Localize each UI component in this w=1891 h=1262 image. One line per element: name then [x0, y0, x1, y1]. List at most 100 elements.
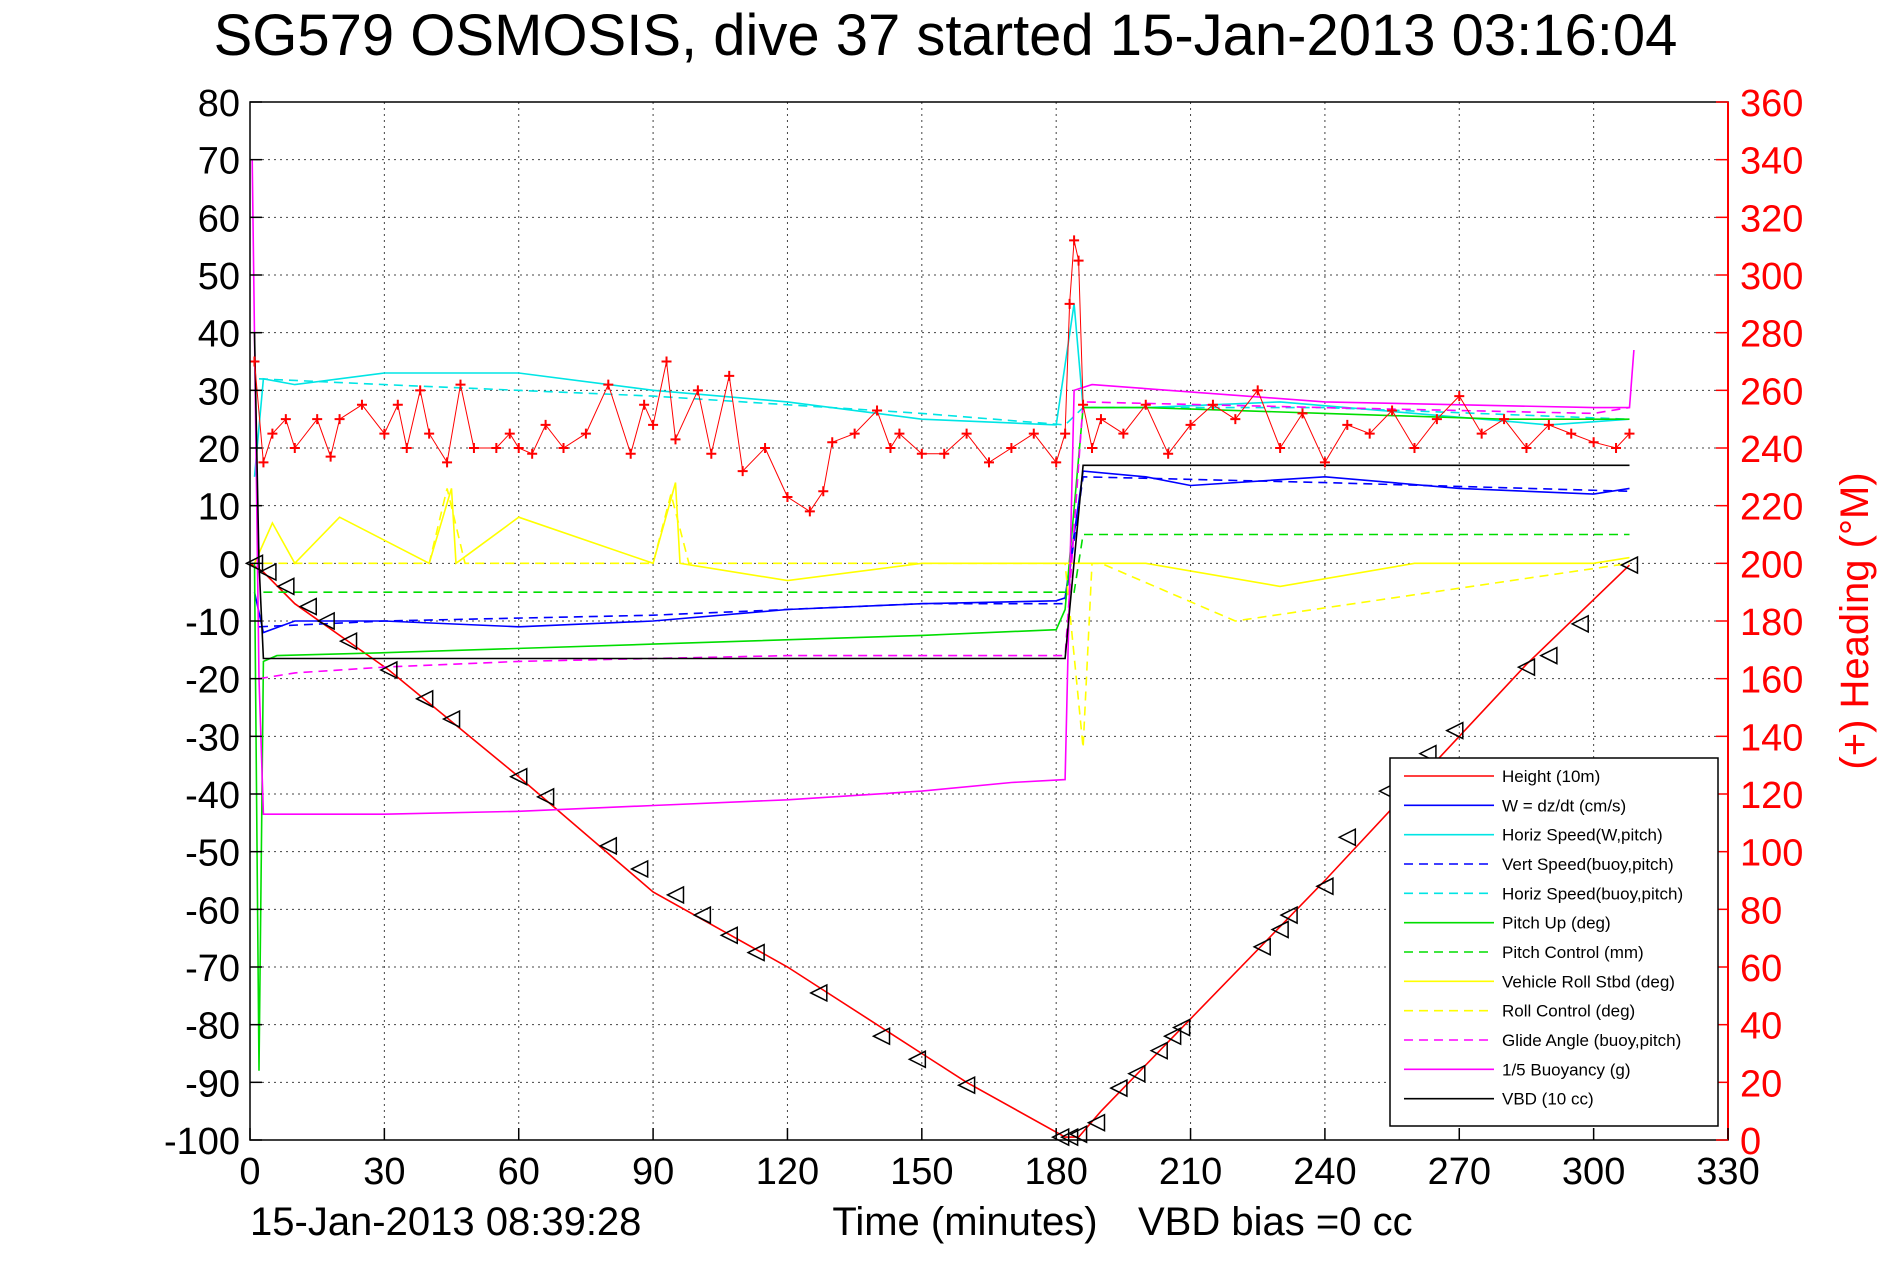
heading-marker [468, 443, 479, 453]
height-marker [1171, 1018, 1191, 1037]
heading-marker [670, 434, 681, 445]
height-marker [665, 885, 685, 905]
x-tick-label: 60 [498, 1151, 540, 1193]
heading-marker [939, 448, 950, 459]
y2-tick-label: 300 [1740, 256, 1803, 298]
heading-marker [1230, 414, 1241, 425]
series-line [251, 159, 1635, 816]
heading-marker [1297, 408, 1308, 419]
heading-marker [1207, 399, 1218, 410]
heading-marker [1095, 414, 1106, 425]
heading-marker [872, 405, 883, 416]
x-tick-label: 120 [756, 1151, 819, 1193]
footer-timestamp: 15-Jan-2013 08:39:28 [250, 1200, 642, 1244]
height-marker [298, 597, 317, 616]
y-tick-label: -30 [185, 717, 240, 759]
heading-marker [1431, 414, 1442, 425]
heading-marker [1073, 255, 1084, 266]
y2-tick-label: 220 [1740, 487, 1803, 529]
height-marker [956, 1076, 976, 1095]
series-line [258, 378, 1630, 426]
heading-marker [415, 385, 426, 396]
y-tick-label: 50 [198, 256, 240, 298]
heading-marker [724, 370, 735, 381]
heading-marker [692, 385, 703, 396]
height-marker [244, 554, 264, 573]
heading-marker [1476, 428, 1487, 439]
heading-marker [312, 414, 323, 425]
heading-marker [1409, 443, 1420, 453]
y2-tick-label: 100 [1740, 833, 1803, 875]
x-tick-label: 0 [239, 1151, 260, 1193]
height-marker [1252, 937, 1271, 957]
y-tick-label: 10 [198, 487, 240, 529]
heading-marker [916, 448, 927, 459]
heading-marker [1252, 385, 1263, 396]
heading-marker [1006, 443, 1017, 453]
heading-marker [1028, 428, 1039, 439]
legend-label: Horiz Speed(buoy,pitch) [1502, 884, 1683, 903]
heading-marker [334, 414, 345, 425]
heading-marker [849, 428, 860, 439]
x-tick-label: 330 [1696, 1151, 1759, 1193]
legend-label: Vert Speed(buoy,pitch) [1502, 855, 1674, 874]
heading-marker [442, 457, 453, 468]
y2-tick-label: 240 [1740, 429, 1803, 471]
heading-marker [392, 399, 403, 410]
x-tick-label: 180 [1024, 1151, 1087, 1193]
legend-label: Horiz Speed(W,pitch) [1502, 826, 1663, 845]
y-tick-label: -10 [185, 602, 240, 644]
heading-marker [1454, 391, 1465, 402]
heading-marker [1118, 428, 1129, 439]
legend-label: 1/5 Buoyancy (g) [1502, 1060, 1631, 1079]
legend: Height (10m) W = dz/dt (cm/s) Horiz Speed(… [1389, 757, 1719, 1127]
heading-marker [527, 448, 538, 459]
height-marker [1086, 1113, 1106, 1132]
heading-marker [325, 451, 336, 462]
y-tick-label: 20 [198, 429, 240, 471]
series-line [263, 488, 1630, 748]
y2-tick-label: 40 [1740, 1006, 1782, 1048]
y2-tick-label: 280 [1740, 314, 1803, 356]
y2-tick-label: 200 [1740, 544, 1803, 586]
heading-marker [1611, 443, 1622, 453]
height-marker [1315, 877, 1334, 896]
vbd-bias-label: VBD bias =0 cc [1138, 1200, 1413, 1244]
height-marker [1109, 1078, 1128, 1098]
x-axis-label: Time (minutes) [832, 1200, 1097, 1244]
y-tick-label: 80 [198, 83, 240, 125]
y-tick-label: -40 [185, 775, 240, 817]
heading-marker [504, 428, 515, 439]
height-marker [1619, 555, 1639, 575]
height-marker [338, 631, 358, 651]
chart-title: SG579 OSMOSIS, dive 37 started 15-Jan-20… [213, 3, 1678, 68]
axes: 0 30 60 90 120 150 180 210 240 270 300 330807060504… [164, 83, 1877, 1244]
series-line [258, 475, 1630, 628]
height-marker [1127, 1064, 1146, 1083]
height-marker [379, 660, 398, 680]
heading-marker [760, 443, 771, 453]
heading-marker [455, 379, 466, 390]
heading-marker [1342, 419, 1353, 430]
height-marker [598, 836, 618, 856]
height-marker [1162, 1026, 1182, 1046]
height-marker [1445, 721, 1464, 740]
y2-tick-label: 360 [1740, 83, 1803, 125]
heading-marker [737, 466, 748, 477]
heading-trace [254, 240, 1630, 513]
height-marker [509, 767, 528, 786]
heading-marker [267, 428, 278, 439]
heading-marker [1521, 443, 1532, 453]
heading-marker [661, 356, 672, 367]
legend-label: Vehicle Roll Stbd (deg) [1502, 972, 1675, 991]
y2-tick-label: 260 [1740, 371, 1803, 413]
y-tick-label: -90 [185, 1063, 240, 1105]
x-tick-label: 30 [363, 1151, 405, 1193]
x-tick-label: 150 [890, 1151, 953, 1193]
heading-marker [961, 428, 972, 439]
height-marker [1516, 657, 1536, 677]
y-tick-label: 0 [219, 544, 240, 586]
heading-marker [885, 443, 896, 453]
height-marker [535, 787, 555, 807]
legend-label: VBD (10 cc) [1502, 1090, 1594, 1109]
